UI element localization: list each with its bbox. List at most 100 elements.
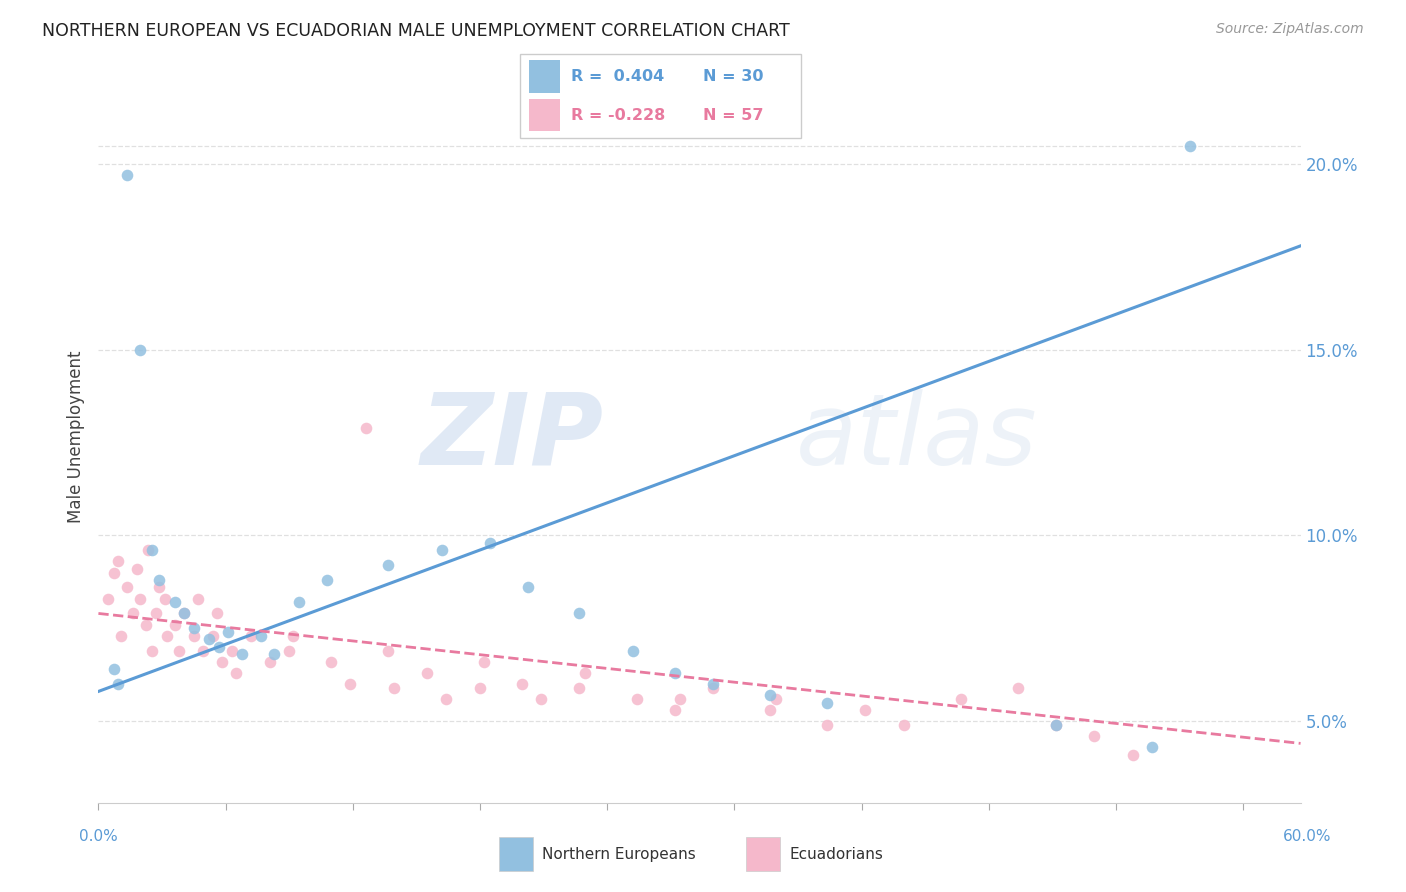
- Point: [815, 696, 838, 710]
- Point: [129, 343, 152, 357]
- Text: atlas: atlas: [796, 389, 1038, 485]
- Point: [129, 591, 152, 606]
- Point: [148, 573, 170, 587]
- Point: [259, 655, 281, 669]
- Text: NORTHERN EUROPEAN VS ECUADORIAN MALE UNEMPLOYMENT CORRELATION CHART: NORTHERN EUROPEAN VS ECUADORIAN MALE UNE…: [42, 22, 790, 40]
- Point: [183, 621, 205, 635]
- Point: [148, 581, 170, 595]
- Point: [702, 681, 724, 695]
- Point: [107, 554, 129, 568]
- Point: [664, 665, 686, 680]
- Point: [510, 677, 533, 691]
- Point: [339, 677, 361, 691]
- Point: [478, 536, 501, 550]
- Point: [97, 591, 120, 606]
- Point: [321, 655, 343, 669]
- Point: [121, 607, 143, 621]
- Bar: [529, 61, 560, 93]
- Point: [163, 595, 186, 609]
- Point: [1007, 681, 1029, 695]
- Point: [765, 691, 787, 706]
- Point: [468, 681, 491, 695]
- Point: [208, 640, 231, 654]
- FancyBboxPatch shape: [520, 54, 801, 138]
- Point: [155, 591, 177, 606]
- Point: [281, 629, 304, 643]
- Point: [135, 617, 157, 632]
- Point: [702, 677, 724, 691]
- Point: [574, 665, 596, 680]
- Point: [621, 643, 644, 657]
- Point: [107, 677, 129, 691]
- Point: [1140, 740, 1163, 755]
- Point: [472, 655, 495, 669]
- Point: [201, 629, 224, 643]
- Text: N = 30: N = 30: [703, 69, 763, 84]
- Point: [855, 703, 877, 717]
- Point: [568, 607, 591, 621]
- Point: [382, 681, 405, 695]
- Y-axis label: Male Unemployment: Male Unemployment: [66, 351, 84, 524]
- Point: [815, 718, 838, 732]
- Point: [430, 543, 453, 558]
- Point: [231, 648, 253, 662]
- Point: [1083, 729, 1105, 743]
- Point: [1178, 138, 1201, 153]
- Point: [530, 691, 553, 706]
- Point: [103, 662, 125, 676]
- Point: [193, 643, 215, 657]
- Point: [278, 643, 301, 657]
- Point: [205, 607, 228, 621]
- Point: [415, 665, 437, 680]
- Bar: [529, 99, 560, 131]
- Point: [893, 718, 915, 732]
- Point: [516, 581, 538, 595]
- Text: Source: ZipAtlas.com: Source: ZipAtlas.com: [1216, 22, 1364, 37]
- Text: Ecuadorians: Ecuadorians: [790, 847, 883, 862]
- Bar: [747, 837, 780, 871]
- Point: [221, 643, 243, 657]
- Bar: [499, 837, 533, 871]
- Point: [1122, 747, 1144, 762]
- Point: [167, 643, 190, 657]
- Point: [225, 665, 247, 680]
- Point: [163, 617, 186, 632]
- Point: [240, 629, 263, 643]
- Text: ZIP: ZIP: [420, 389, 603, 485]
- Text: 60.0%: 60.0%: [1284, 830, 1331, 844]
- Point: [664, 703, 686, 717]
- Text: R = -0.228: R = -0.228: [571, 108, 665, 123]
- Point: [949, 691, 972, 706]
- Text: R =  0.404: R = 0.404: [571, 69, 664, 84]
- Point: [263, 648, 285, 662]
- Point: [217, 625, 239, 640]
- Point: [316, 573, 339, 587]
- Point: [669, 691, 692, 706]
- Point: [1045, 718, 1067, 732]
- Point: [1045, 718, 1067, 732]
- Point: [110, 629, 132, 643]
- Point: [125, 562, 148, 576]
- Point: [141, 643, 163, 657]
- Point: [173, 607, 195, 621]
- Point: [187, 591, 209, 606]
- Point: [183, 629, 205, 643]
- Point: [377, 558, 399, 573]
- Point: [115, 581, 138, 595]
- Point: [377, 643, 399, 657]
- Point: [211, 655, 233, 669]
- Point: [156, 629, 179, 643]
- Point: [759, 688, 782, 702]
- Point: [136, 543, 159, 558]
- Text: Northern Europeans: Northern Europeans: [543, 847, 696, 862]
- Point: [103, 566, 125, 580]
- Point: [568, 681, 591, 695]
- Text: N = 57: N = 57: [703, 108, 763, 123]
- Point: [434, 691, 457, 706]
- Point: [287, 595, 309, 609]
- Point: [626, 691, 648, 706]
- Point: [249, 629, 271, 643]
- Text: 0.0%: 0.0%: [79, 830, 118, 844]
- Point: [198, 632, 221, 647]
- Point: [759, 703, 782, 717]
